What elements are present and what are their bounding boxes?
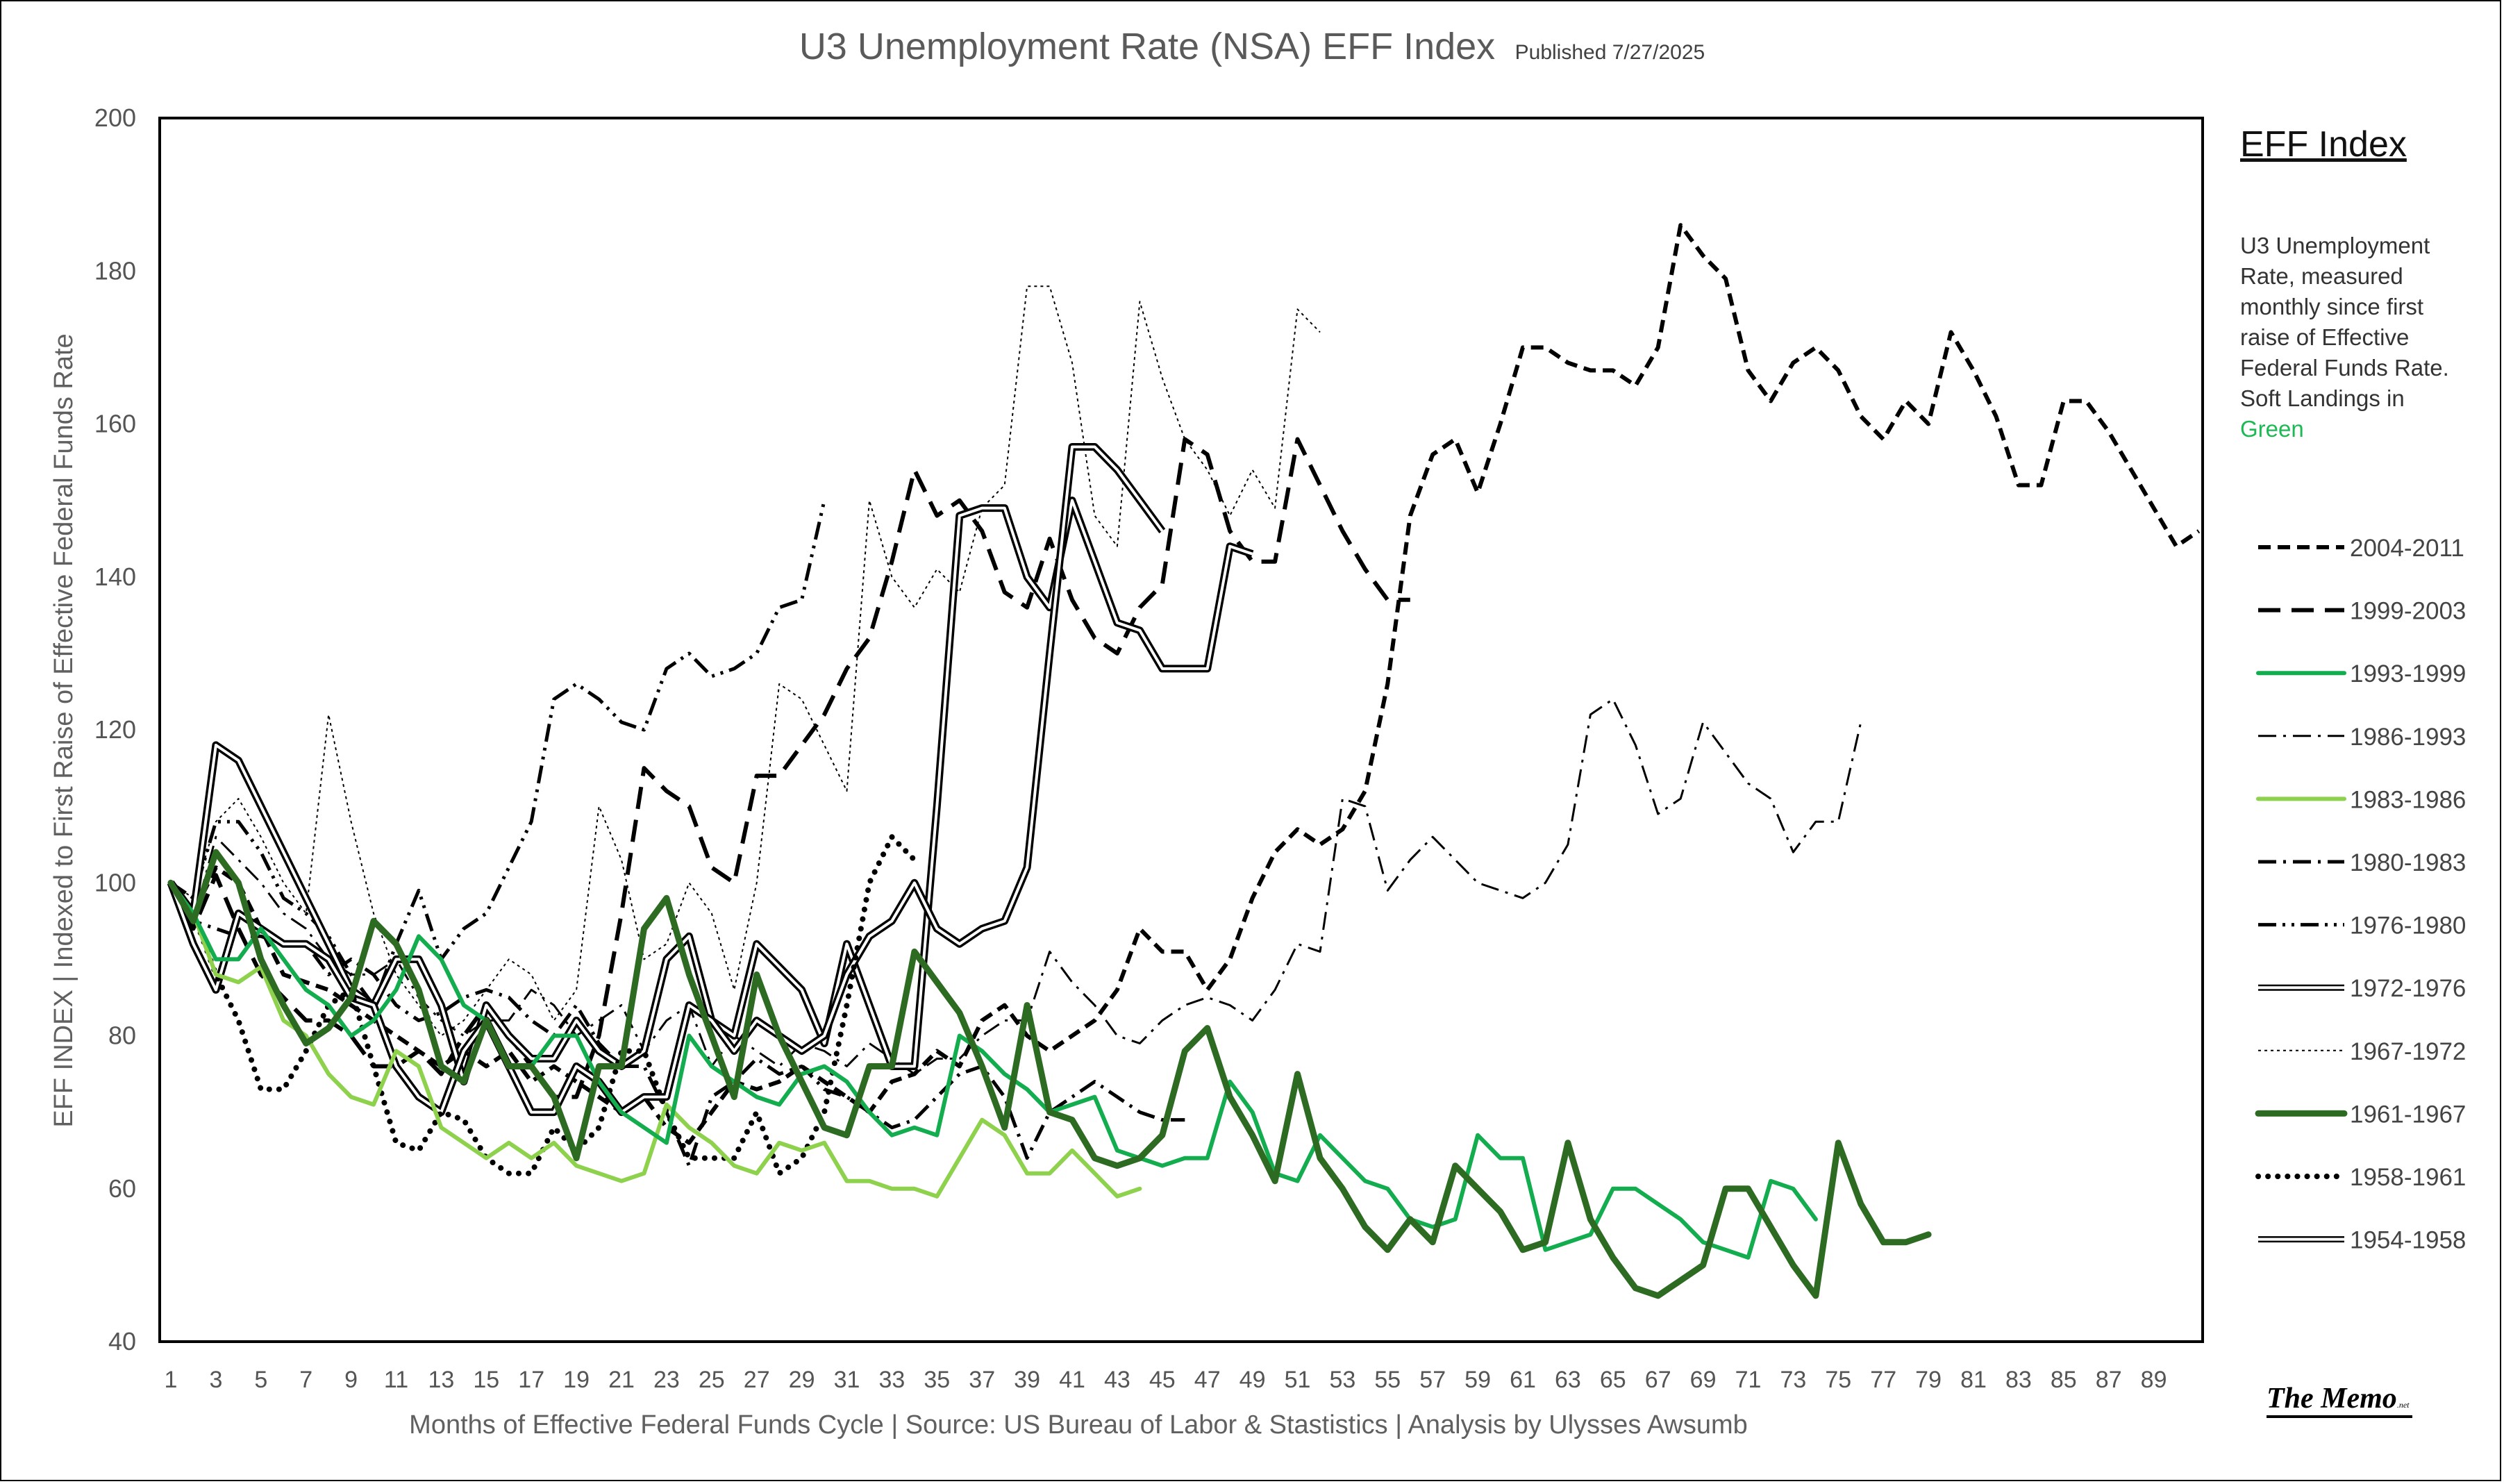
x-tick-label: 89 bbox=[2141, 1367, 2167, 1393]
x-axis-label: Months of Effective Federal Funds Cycle … bbox=[409, 1410, 1748, 1440]
x-tick-label: 71 bbox=[1735, 1367, 1762, 1393]
x-tick-label: 59 bbox=[1464, 1367, 1491, 1393]
y-axis-ticks: 40 60 80 100 120 140 160 180 200 bbox=[94, 103, 136, 1356]
series-layer bbox=[167, 223, 2201, 1299]
brand-suffix: .net bbox=[2396, 1400, 2410, 1410]
legend-label-1967-1972: 1967-1972 bbox=[2350, 1038, 2466, 1065]
x-tick-label: 69 bbox=[1690, 1367, 1717, 1393]
x-tick-label: 61 bbox=[1510, 1367, 1536, 1393]
legend-description: U3 Unemployment Rate, measured monthly s… bbox=[2240, 231, 2469, 444]
series-line-1999-2003 bbox=[169, 437, 1410, 1099]
brand-logo: The Memo.net bbox=[2267, 1382, 2409, 1415]
x-tick-label: 57 bbox=[1419, 1367, 1446, 1393]
x-tick-label: 31 bbox=[834, 1367, 860, 1393]
x-tick-label: 11 bbox=[384, 1367, 408, 1393]
y-tick-label: 140 bbox=[94, 562, 136, 591]
series-line-1967-1972 bbox=[170, 285, 1321, 1037]
x-tick-label: 83 bbox=[2005, 1367, 2032, 1393]
x-tick-label: 37 bbox=[969, 1367, 995, 1393]
x-tick-label: 19 bbox=[563, 1367, 590, 1393]
x-tick-label: 79 bbox=[1915, 1367, 1942, 1393]
x-tick-label: 9 bbox=[344, 1367, 358, 1393]
x-tick-label: 87 bbox=[2096, 1367, 2122, 1393]
plot-area-border bbox=[158, 117, 2204, 1343]
x-tick-label: 7 bbox=[299, 1367, 312, 1393]
series-line-1976-1980 bbox=[169, 500, 826, 1007]
y-tick-label: 180 bbox=[94, 256, 136, 285]
x-tick-label: 65 bbox=[1600, 1367, 1626, 1393]
x-tick-label: 3 bbox=[209, 1367, 222, 1393]
legend-label-1976-1980: 1976-1980 bbox=[2350, 912, 2466, 940]
x-tick-label: 81 bbox=[1960, 1367, 1987, 1393]
x-tick-label: 27 bbox=[744, 1367, 770, 1393]
legend-label-1954-1958: 1954-1958 bbox=[2350, 1227, 2466, 1254]
x-tick-label: 45 bbox=[1149, 1367, 1176, 1393]
y-tick-label: 40 bbox=[108, 1327, 136, 1356]
series-line-1983-1986 bbox=[169, 881, 1142, 1199]
legend-label-1980-1983: 1980-1983 bbox=[2350, 849, 2466, 876]
series-line-1993-1999 bbox=[169, 881, 1818, 1260]
x-tick-label: 25 bbox=[699, 1367, 725, 1393]
y-tick-label: 100 bbox=[94, 868, 136, 897]
y-tick-label: 80 bbox=[108, 1022, 136, 1050]
x-tick-label: 21 bbox=[608, 1367, 635, 1393]
legend-description-text: U3 Unemployment Rate, measured monthly s… bbox=[2240, 233, 2449, 411]
x-tick-label: 75 bbox=[1825, 1367, 1851, 1393]
x-tick-label: 29 bbox=[789, 1367, 815, 1393]
title-row: U3 Unemployment Rate (NSA) EFF Index Pub… bbox=[0, 25, 2504, 68]
y-tick-label: 120 bbox=[94, 715, 136, 744]
x-tick-label: 77 bbox=[1870, 1367, 1896, 1393]
y-tick-label: 60 bbox=[108, 1174, 136, 1203]
x-tick-label: 43 bbox=[1104, 1367, 1130, 1393]
legend-label-1993-1999: 1993-1999 bbox=[2350, 660, 2466, 687]
x-tick-label: 13 bbox=[428, 1367, 454, 1393]
legend-label-1999-2003: 1999-2003 bbox=[2350, 598, 2466, 625]
x-tick-label: 85 bbox=[2051, 1367, 2077, 1393]
x-tick-label: 15 bbox=[473, 1367, 499, 1393]
legend-label-1961-1967: 1961-1967 bbox=[2350, 1101, 2466, 1128]
legend: 2004-2011 1999-2003 1993-1999 1986-1993 1983… bbox=[2255, 535, 2466, 1254]
x-tick-label: 23 bbox=[653, 1367, 680, 1393]
brand-name: The Memo bbox=[2267, 1383, 2397, 1415]
x-tick-label: 67 bbox=[1645, 1367, 1671, 1393]
x-tick-label: 47 bbox=[1194, 1367, 1221, 1393]
x-tick-label: 17 bbox=[518, 1367, 544, 1393]
x-axis-ticks: 1 3 5 7 9 11 13 15 17 19 21 23 25 27 29 31 33 35 37 39 41 43 4… bbox=[165, 1367, 2167, 1393]
published-date: Published 7/27/2025 bbox=[1514, 41, 1705, 64]
x-tick-label: 41 bbox=[1059, 1367, 1085, 1393]
y-tick-label: 160 bbox=[94, 410, 136, 438]
legend-label-1958-1961: 1958-1961 bbox=[2350, 1164, 2466, 1191]
y-tick-label: 200 bbox=[94, 103, 136, 132]
legend-label-2004-2011: 2004-2011 bbox=[2350, 535, 2464, 562]
x-tick-label: 51 bbox=[1285, 1367, 1311, 1393]
legend-label-1986-1993: 1986-1993 bbox=[2350, 724, 2466, 751]
x-tick-label: 5 bbox=[254, 1367, 267, 1393]
x-tick-label: 39 bbox=[1014, 1367, 1040, 1393]
y-axis-label: EFF INDEX | Indexed to First Raise of Ef… bbox=[49, 333, 78, 1127]
x-tick-label: 55 bbox=[1374, 1367, 1401, 1393]
legend-label-1972-1976: 1972-1976 bbox=[2350, 975, 2466, 1002]
x-tick-label: 49 bbox=[1240, 1367, 1266, 1393]
legend-label-1983-1986: 1983-1986 bbox=[2350, 786, 2466, 813]
x-tick-label: 33 bbox=[878, 1367, 905, 1393]
x-tick-label: 63 bbox=[1555, 1367, 1581, 1393]
chart-title: U3 Unemployment Rate (NSA) EFF Index bbox=[799, 26, 1496, 67]
legend-heading: EFF Index bbox=[2240, 124, 2407, 165]
x-tick-label: 35 bbox=[924, 1367, 950, 1393]
x-tick-label: 1 bbox=[165, 1367, 178, 1393]
brand-underline bbox=[2267, 1415, 2412, 1418]
series-line-1961-1967 bbox=[167, 849, 1932, 1299]
x-tick-label: 73 bbox=[1780, 1367, 1806, 1393]
series-line-1954-1958 bbox=[169, 445, 1164, 1114]
x-tick-label: 53 bbox=[1329, 1367, 1355, 1393]
legend-description-green: Green bbox=[2240, 416, 2304, 442]
